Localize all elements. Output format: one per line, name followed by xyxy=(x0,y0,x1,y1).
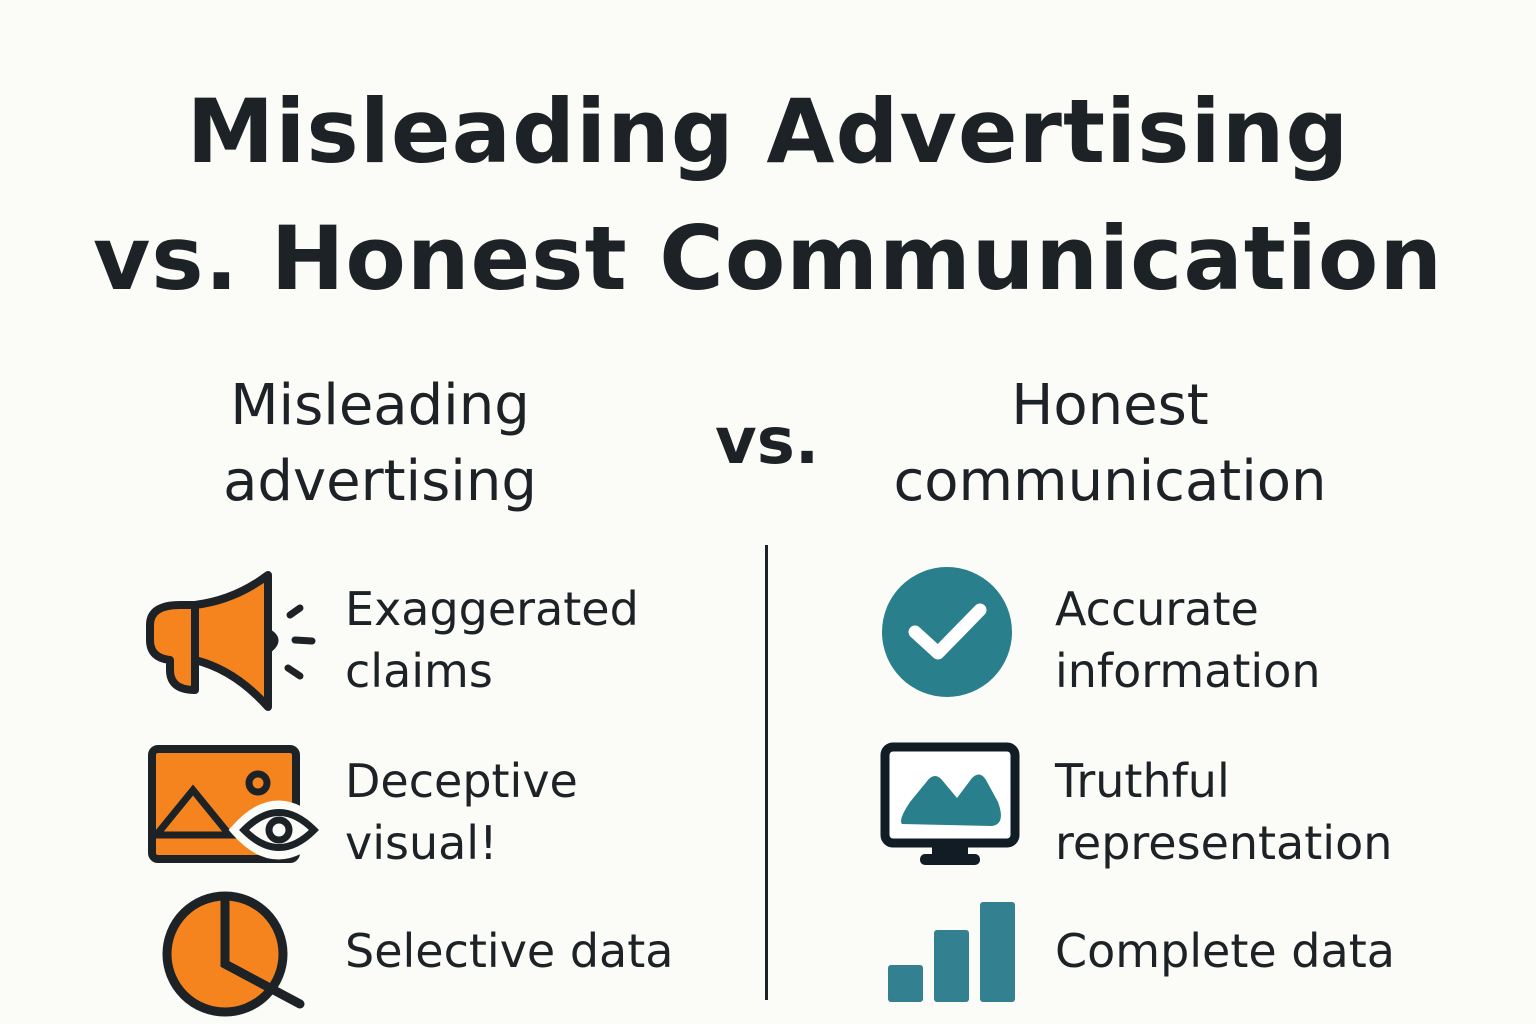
list-item-selective-data: Selective data xyxy=(345,920,673,982)
item-line1: Exaggerated xyxy=(345,582,639,636)
left-heading-line2: advertising xyxy=(223,449,537,514)
item-line1: Truthful xyxy=(1055,754,1230,808)
vs-label: vs. xyxy=(715,405,820,479)
divider xyxy=(765,545,768,1000)
page-title-line1: Misleading Advertising xyxy=(186,80,1350,183)
right-heading-line2: communication xyxy=(893,449,1327,514)
item-line2: claims xyxy=(345,644,493,698)
item-line1: Deceptive xyxy=(345,754,578,808)
megaphone-icon xyxy=(146,571,316,711)
pie-magnifier-icon xyxy=(162,891,305,1017)
item-line2: information xyxy=(1055,644,1321,698)
item-line1: Accurate xyxy=(1055,582,1259,636)
check-circle-icon xyxy=(882,567,1012,697)
right-heading: Honest communication xyxy=(860,368,1360,520)
list-item-exaggerated-claims: Exaggerated claims xyxy=(345,578,639,702)
item-line2: visual! xyxy=(345,816,498,870)
list-item-complete-data: Complete data xyxy=(1055,920,1395,982)
left-heading: Misleading advertising xyxy=(130,368,630,520)
list-item-truthful-representation: Truthful representation xyxy=(1055,750,1392,874)
monitor-image-icon xyxy=(880,742,1020,865)
page-title-line2: vs. Honest Communication xyxy=(92,207,1444,310)
item-line1: Selective data xyxy=(345,924,674,978)
right-heading-line1: Honest xyxy=(1011,373,1209,438)
image-eye-icon xyxy=(148,745,330,863)
list-item-accurate-information: Accurate information xyxy=(1055,578,1321,702)
item-line2: representation xyxy=(1055,816,1393,870)
item-line1: Complete data xyxy=(1055,924,1395,978)
bar-chart-icon xyxy=(888,902,1015,1002)
left-heading-line1: Misleading xyxy=(230,373,530,438)
list-item-deceptive-visual: Deceptive visual! xyxy=(345,750,578,874)
